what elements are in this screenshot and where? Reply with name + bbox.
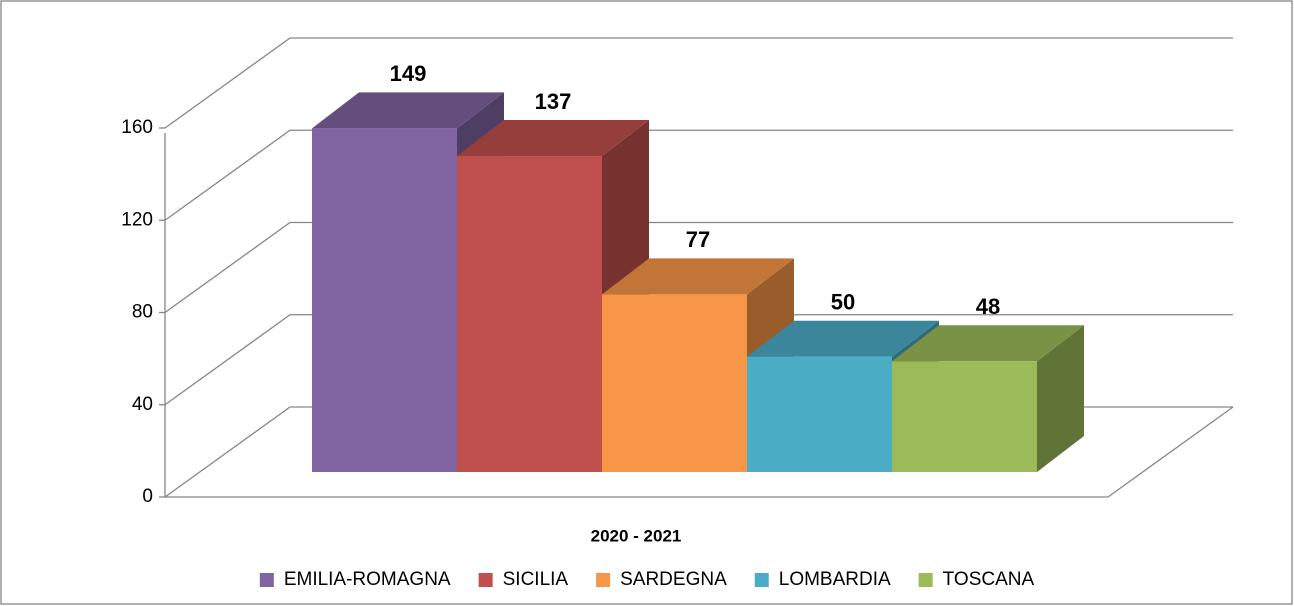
data-label: 48: [976, 294, 1000, 319]
legend-label: LOMBARDIA: [779, 569, 891, 590]
grid-line: [164, 221, 1233, 314]
bar: [602, 294, 747, 472]
bar: [312, 128, 457, 472]
y-tick-label: 120: [121, 209, 153, 230]
legend-label: SARDEGNA: [620, 569, 727, 590]
grid-line: [164, 314, 1233, 406]
y-tick-label: 160: [121, 117, 153, 138]
bar: [892, 361, 1037, 472]
data-label: 137: [535, 89, 572, 114]
data-label: 149: [390, 61, 427, 86]
bar-top: [892, 325, 1084, 362]
legend-swatch: [918, 573, 933, 587]
x-category-label: 2020 - 2021: [591, 526, 682, 545]
data-label: 77: [686, 227, 710, 252]
bar: [457, 156, 602, 472]
bar-top: [747, 320, 939, 357]
data-label: 50: [831, 290, 855, 315]
y-tick-label: 40: [132, 394, 153, 415]
legend-label: TOSCANA: [943, 569, 1035, 590]
legend-swatch: [478, 573, 493, 587]
legend-label: SICILIA: [503, 569, 569, 590]
y-tick-label: 80: [132, 302, 153, 323]
grid-line: [164, 129, 1233, 221]
legend-swatch: [596, 573, 611, 587]
bar: [747, 356, 892, 472]
bar-top: [602, 258, 794, 295]
grid-line: [164, 37, 1233, 129]
legend-label: EMILIA-ROMAGNA: [284, 569, 451, 590]
floor: [165, 406, 1234, 498]
legend-swatch: [259, 573, 274, 587]
legend-swatch: [754, 573, 769, 587]
y-tick-label: 0: [142, 486, 153, 507]
bar-top: [457, 120, 649, 157]
bar-top: [312, 92, 504, 129]
bar-side: [1037, 325, 1084, 472]
